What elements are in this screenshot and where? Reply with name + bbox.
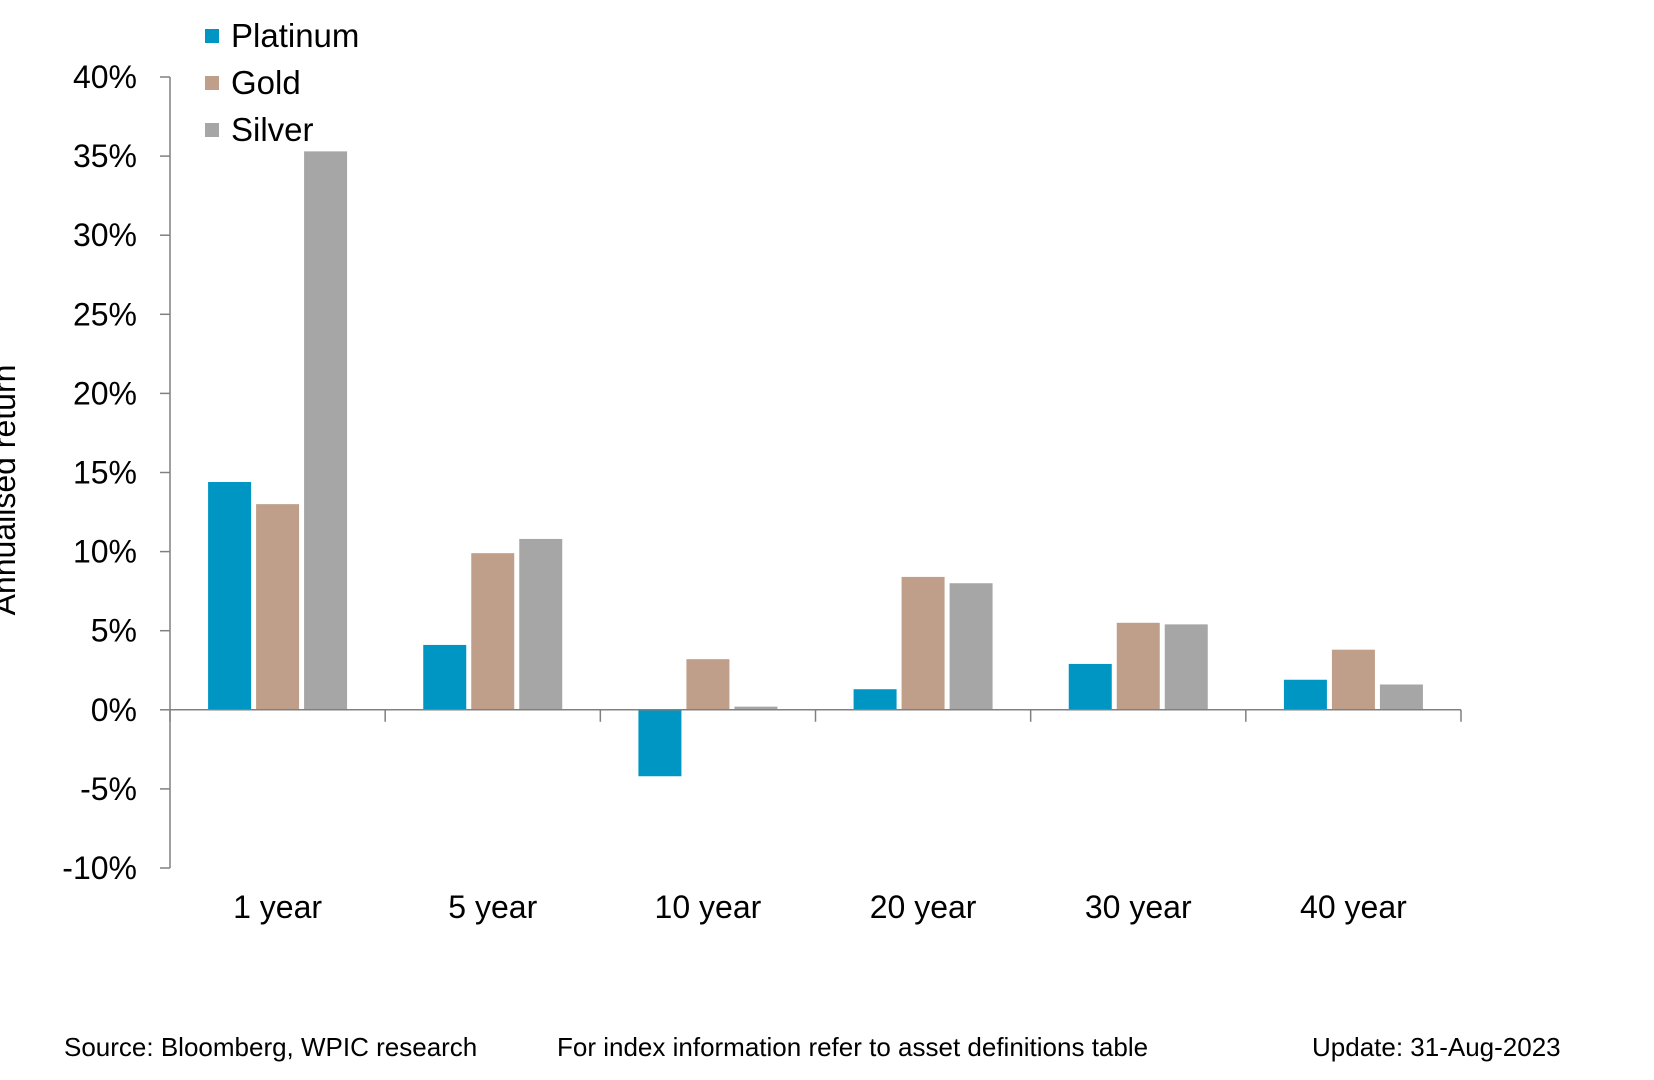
legend-item-platinum: Platinum bbox=[205, 12, 359, 59]
y-tick-label: 30% bbox=[73, 217, 137, 253]
legend-label: Platinum bbox=[231, 16, 360, 54]
legend-swatch-silver bbox=[205, 122, 219, 137]
y-tick-label: 15% bbox=[73, 455, 137, 491]
bar-gold bbox=[1331, 649, 1375, 710]
y-axis: 40% 35% 30% 25% 20% 15% 10% 5% 0% -5% -10% bbox=[62, 59, 171, 886]
x-tick-label: 5 year bbox=[448, 889, 537, 925]
bar-gold bbox=[1116, 622, 1160, 710]
bar-platinum bbox=[638, 709, 682, 777]
x-tick-label: 30 year bbox=[1085, 889, 1192, 925]
legend-swatch-gold bbox=[205, 75, 219, 90]
y-tick-label: 5% bbox=[91, 613, 137, 649]
bar-silver bbox=[1379, 684, 1423, 710]
bar-silver bbox=[304, 151, 348, 710]
bar-platinum bbox=[1283, 679, 1327, 710]
bar-platinum bbox=[1068, 663, 1112, 710]
x-tick-label: 1 year bbox=[233, 889, 322, 925]
footer-note: For index information refer to asset def… bbox=[557, 1032, 1149, 1062]
footer-update: Update: 31-Aug-2023 bbox=[1312, 1032, 1561, 1062]
y-axis-label: Annualised return bbox=[0, 364, 22, 616]
y-tick-label: 35% bbox=[73, 138, 137, 174]
y-tick-label: 40% bbox=[73, 59, 137, 95]
bars bbox=[208, 151, 1423, 777]
bar-platinum bbox=[853, 689, 897, 710]
bar-gold bbox=[471, 553, 515, 710]
footer-source: Source: Bloomberg, WPIC research bbox=[64, 1032, 478, 1062]
y-tick-label: -5% bbox=[80, 771, 137, 807]
bar-platinum bbox=[208, 481, 252, 710]
legend-item-silver: Silver bbox=[205, 106, 359, 153]
y-tick-label: -10% bbox=[62, 850, 137, 886]
x-tick-label: 40 year bbox=[1300, 889, 1407, 925]
bar-gold bbox=[256, 504, 300, 710]
x-tick-label: 20 year bbox=[870, 889, 977, 925]
legend-label: Silver bbox=[231, 110, 314, 148]
bar-platinum bbox=[423, 644, 467, 710]
bar-silver bbox=[734, 706, 778, 710]
y-tick-label: 20% bbox=[73, 375, 137, 411]
y-tick-label: 25% bbox=[73, 296, 137, 332]
legend: Platinum Gold Silver bbox=[205, 12, 359, 153]
x-tick-label: 10 year bbox=[655, 889, 762, 925]
legend-swatch-platinum bbox=[205, 28, 219, 43]
bar-gold bbox=[901, 576, 945, 710]
legend-item-gold: Gold bbox=[205, 59, 359, 106]
bar-silver bbox=[1164, 624, 1208, 710]
bar-silver bbox=[519, 538, 563, 710]
y-tick-label: 10% bbox=[73, 534, 137, 570]
legend-label: Gold bbox=[231, 63, 301, 101]
bar-silver bbox=[949, 583, 993, 710]
x-axis: 1 year 5 year 10 year 20 year 30 year 40 year bbox=[169, 709, 1462, 925]
y-tick-label: 0% bbox=[91, 692, 137, 728]
bar-gold bbox=[686, 659, 730, 710]
